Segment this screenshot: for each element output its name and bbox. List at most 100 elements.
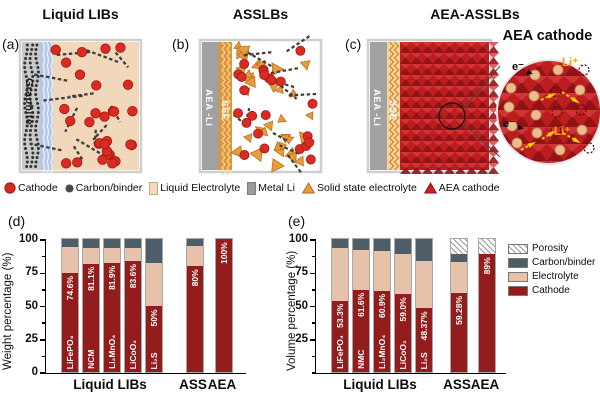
segment-cathode <box>353 290 369 372</box>
bar-label: Li₂MnO₄ 81.9% <box>104 263 120 372</box>
bar-value-label: 53.3% <box>334 304 345 329</box>
stacked-bar-7: 100% <box>215 238 233 373</box>
liquid-electrolyte-square-icon <box>149 181 159 195</box>
stacked-bar-1: LiFePO₄ 74.6% <box>61 238 79 373</box>
y-tick-label: 100 <box>18 233 38 245</box>
plot-area-d: 0 25 50 75 100 LiFePO₄ 74.6% NCM 81.1% Li₂MnO₄ 81.… <box>19 233 246 378</box>
x-group-label: Liquid LIBs <box>73 377 147 392</box>
panel-c-letter: (c) <box>345 36 362 52</box>
plot-area-e: 25 50 75 100 LiFePO₄ 53.3% NMC 61.6% Li₂MnO₄ 60.9… <box>289 233 506 374</box>
bar-value-label: 81.9% <box>106 266 117 291</box>
y-major-tick <box>40 272 46 274</box>
y-major-tick <box>310 272 316 274</box>
bar-material-label: LiFePO₄ <box>334 335 345 369</box>
x-group-label: ASS <box>179 377 207 392</box>
panel-e-letter: (e) <box>288 213 306 229</box>
bar-label: 89% <box>479 254 495 372</box>
inset-title: AEA cathode <box>502 28 593 44</box>
segment-carbon <box>146 239 162 263</box>
y-tick-label: 75 <box>295 266 308 279</box>
segment-cathode <box>416 307 432 372</box>
bar-value-label: 59.28% <box>453 296 464 326</box>
stacked-bar-3: Li₂MnO₄ 60.9% <box>373 238 391 373</box>
panel-b-title: ASSLBs <box>232 6 289 22</box>
segment-carbon <box>416 239 432 261</box>
x-group-label: AEA <box>207 377 237 392</box>
stacked-bar-6: 59.28% <box>450 238 468 373</box>
stacked-bar-2: NCM 81.1% <box>82 238 100 373</box>
bar-label: LiFePO₄ 74.6% <box>62 273 78 372</box>
battery-schematics <box>18 33 600 176</box>
segment-cathode <box>146 305 162 372</box>
bar-label: 100% <box>216 239 232 372</box>
segment-cathode <box>125 260 141 372</box>
bar-value-label: 100% <box>218 242 229 264</box>
bar-material-label: Li₂S <box>418 352 429 369</box>
panel-a-title: Liquid LIBs <box>42 6 119 22</box>
stacked-bar-7: 89% <box>478 238 496 373</box>
segment-electrolyte <box>451 261 467 294</box>
legend-row-porosity: Porosity <box>508 243 595 254</box>
cathode-swatch <box>508 285 528 296</box>
bar-value-label: 74.6% <box>64 275 75 300</box>
bar-value-label: 81.1% <box>85 267 96 292</box>
panel-b-anode-label: AEA -Li <box>203 89 214 127</box>
segment-cathode <box>62 272 78 372</box>
x-group-label: AEA <box>470 377 500 392</box>
segment-electrolyte <box>83 247 99 265</box>
segment-cathode <box>332 301 348 372</box>
bar-material-label: NCM <box>85 349 96 369</box>
chart-e-legend: Porosity Carbon/binder Electrolyte Catho… <box>508 243 595 296</box>
segment-cathode <box>187 265 203 372</box>
y-minor-tick <box>312 322 316 324</box>
aea-cathode-triangle-icon <box>423 182 437 194</box>
bar-material-label: Li₂MnO₄ <box>376 334 387 369</box>
electron-label-2: e⁻ <box>503 118 515 130</box>
segment-electrolyte <box>395 253 411 294</box>
bar-material-label: Li₂S <box>148 352 159 369</box>
segment-porosity <box>451 239 467 255</box>
segment-carbon <box>374 239 390 251</box>
carbon-binder-circle-icon <box>65 184 74 192</box>
bar-value-label: 50% <box>148 308 159 326</box>
y-minor-tick <box>42 289 46 291</box>
y-major-tick <box>40 305 46 308</box>
stacked-bar-5: Li₂S 48.37% <box>415 238 433 373</box>
segment-carbon <box>187 239 203 247</box>
legend-item-solid-state-electrolyte: Solid state electrolyte <box>301 182 417 194</box>
y-tick-label: 25 <box>25 332 38 345</box>
y-major-tick <box>40 372 46 374</box>
stacked-bar-4: LiCoO₂ 83.6% <box>124 238 142 373</box>
y-tick-label: 50 <box>25 299 38 312</box>
lithium-label-2: Li⁺ <box>554 126 571 138</box>
volume-percentage-chart: (e) Volume percentage (%) 25 50 75 100 LiFeP… <box>280 205 600 400</box>
legend-row-electrolyte: Electrolyte <box>508 271 595 282</box>
segment-cathode <box>374 291 390 372</box>
bar-material-label: Li₂MnO₄ <box>106 334 117 369</box>
segment-electrolyte <box>416 260 432 308</box>
legend-row-carbon-binder: Carbon/binder <box>508 257 595 268</box>
bar-label: Li₂S 48.37% <box>416 308 432 372</box>
materials-legend: Cathode Carbon/binder Liquid Electrolyte… <box>4 178 598 198</box>
bar-value-label: 89% <box>481 256 492 274</box>
bar-label: Li₂MnO₄ 60.9% <box>374 291 390 372</box>
segment-electrolyte <box>104 247 120 264</box>
carbon-binder-swatch <box>508 257 528 268</box>
y-minor-tick <box>312 289 316 291</box>
stacked-bar-6: 80% <box>186 238 204 373</box>
y-major-tick <box>310 239 316 241</box>
segment-carbon <box>451 254 467 262</box>
segment-porosity <box>479 239 495 254</box>
bar-material-label: LiCoO₂ <box>127 339 138 369</box>
stacked-bar-2: NMC 61.6% <box>352 238 370 373</box>
bar-material-label: NMC <box>355 349 366 369</box>
segment-electrolyte <box>62 247 78 273</box>
bar-material-label: LiFePO₄ <box>64 335 75 369</box>
y-major-tick <box>310 339 316 341</box>
lithium-label-1: Li⁺ <box>562 57 579 69</box>
bar-value-label: 59.0% <box>397 296 408 321</box>
segment-electrolyte <box>146 262 162 306</box>
segment-carbon <box>353 239 369 250</box>
y-tick-label: 100 <box>288 233 308 245</box>
segment-electrolyte <box>374 250 390 292</box>
